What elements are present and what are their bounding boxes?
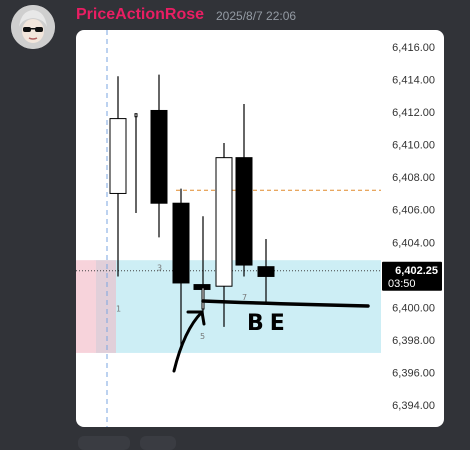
bar-count-label: 7 [242,293,247,302]
candle-body [257,266,275,277]
candle-body [215,157,233,287]
zone-overlap [96,260,116,353]
candle-body [201,287,205,310]
candle-body [150,109,168,204]
chart-image[interactable]: 1 3 5 7 BE 6,416.00 6,414.00 6,412.00 6,410.00 6,… [76,30,444,427]
bar-count-label: 1 [116,304,121,313]
y-tick-label: 6,416.00 [392,42,435,54]
breakeven-line [201,299,370,308]
candlestick-chart: 1 3 5 7BE 6,416.00 6,414.00 6,412.00 6,410.00 6,… [76,30,442,427]
y-tick-label: 6,396.00 [392,367,435,379]
breakeven-label: BE [247,311,291,336]
reaction-button[interactable] [78,436,130,450]
y-tick-label: 6,406.00 [392,205,435,217]
candle-body [134,113,138,118]
bar-count-label: 3 [157,264,162,273]
bar-count-label: 5 [200,332,205,341]
message-author[interactable]: PriceActionRose [76,6,205,23]
y-tick-label: 6,414.00 [392,75,435,87]
countdown-label: 03:50 [388,278,416,290]
red-zone [76,260,96,353]
y-tick-label: 6,410.00 [392,140,435,152]
message-timestamp: 2025/8/7 22:06 [216,9,297,23]
arrow-stroke [172,310,204,373]
y-tick-label: 6,408.00 [392,172,435,184]
candle-body [109,118,127,194]
y-tick-label: 6,404.00 [392,237,435,249]
y-tick-label: 6,394.00 [392,400,435,412]
reaction-button[interactable] [140,436,176,450]
current-price-tag [382,261,442,291]
current-price-label: 6,402.25 [395,265,438,277]
candle-body [172,202,190,284]
y-tick-label: 6,400.00 [392,302,435,314]
candle-body [235,157,253,266]
y-tick-label: 6,412.00 [392,107,435,119]
arrow-head [186,310,206,326]
y-tick-label: 6,398.00 [392,335,435,347]
avatar[interactable] [11,5,55,49]
